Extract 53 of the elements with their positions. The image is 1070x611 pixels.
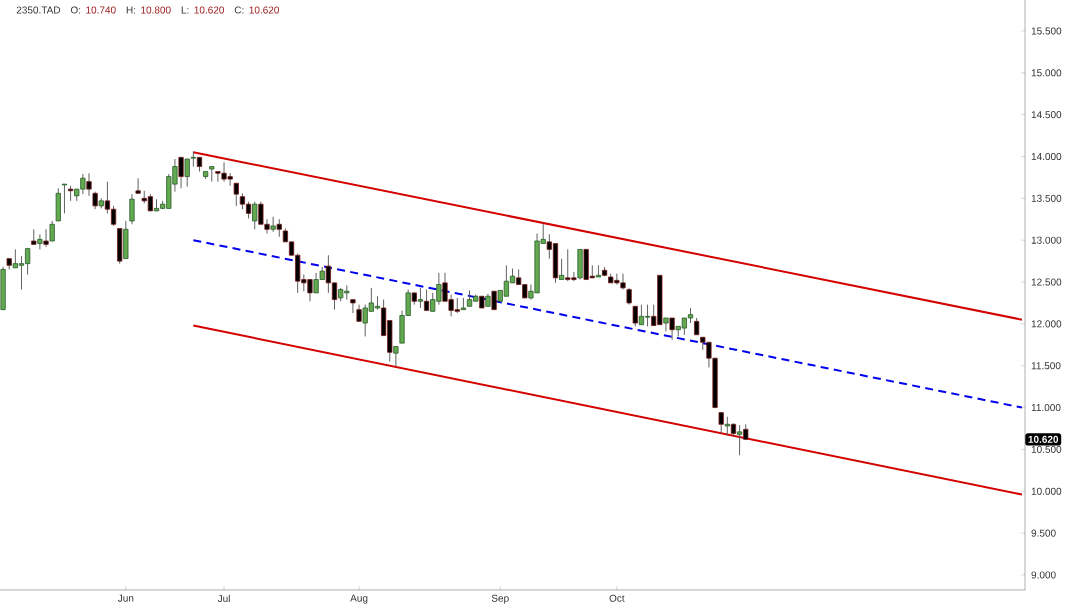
- candlestick: [135, 177, 141, 194]
- candlestick: [233, 182, 239, 207]
- candlestick: [43, 228, 49, 248]
- annotation: H:: [126, 6, 136, 14]
- candlestick: [737, 424, 743, 456]
- candlestick: [178, 156, 184, 189]
- candlestick: [718, 412, 724, 434]
- y-tick-label: 9.500: [1031, 529, 1056, 537]
- candlestick: [423, 289, 430, 311]
- annotation: C:: [234, 6, 244, 14]
- y-tick-label: 12.500: [1031, 278, 1062, 286]
- candlestick: [37, 233, 43, 250]
- x-tick-label: Oct: [609, 594, 625, 602]
- y-tick-label: 15.000: [1031, 69, 1062, 77]
- candlestick: [86, 172, 92, 197]
- candlestick: [724, 416, 730, 436]
- x-tick-label: Jul: [217, 594, 230, 603]
- annotation: 10.620: [249, 6, 279, 14]
- candlestick: [49, 220, 55, 242]
- chart-title: 2350.TAD: [16, 6, 61, 14]
- candlestick: [663, 317, 669, 332]
- x-tick-label: Sep: [491, 594, 509, 604]
- candlestick: [632, 305, 638, 327]
- y-tick-label: 11.000: [1031, 404, 1061, 412]
- x-tick-label: Jun: [117, 594, 134, 602]
- candlestick: [595, 264, 602, 278]
- candlestick: [417, 287, 424, 309]
- annotation: 10.620: [194, 6, 225, 14]
- candlestick: [350, 299, 356, 314]
- y-tick-label: 13.500: [1031, 194, 1062, 202]
- candlestick: [491, 290, 497, 311]
- y-tick-label: 10.000: [1031, 487, 1062, 495]
- candlestick: [61, 183, 68, 214]
- y-tick-label: 12.000: [1031, 320, 1062, 328]
- annotation: 10.800: [141, 6, 171, 14]
- candlestick: [270, 216, 276, 233]
- annotation: 10.620: [1028, 435, 1059, 443]
- y-tick-label: 15.500: [1031, 27, 1062, 35]
- annotation: L:: [181, 6, 189, 14]
- candlestick: [559, 258, 565, 280]
- candlestick: [393, 346, 399, 368]
- candlestick: [669, 317, 675, 341]
- x-tick-label: Aug: [350, 594, 368, 604]
- candlestick: [252, 201, 258, 230]
- candlestick: [129, 193, 135, 225]
- y-tick-label: 14.000: [1031, 152, 1062, 161]
- annotation: 10.740: [86, 6, 116, 14]
- y-tick-label: 14.500: [1031, 111, 1062, 119]
- y-tick-label: 13.000: [1031, 236, 1062, 244]
- annotation: O:: [70, 6, 81, 14]
- y-tick-label: 11.500: [1031, 362, 1061, 370]
- y-tick-label: 10.500: [1031, 445, 1062, 453]
- y-tick-label: 9.000: [1031, 571, 1056, 579]
